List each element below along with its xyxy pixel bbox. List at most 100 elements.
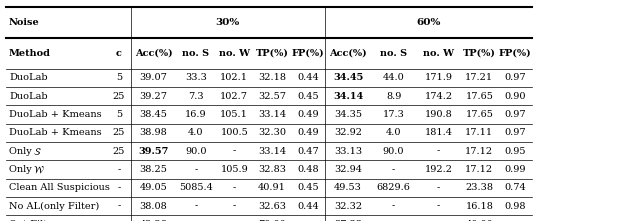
Text: 0.97: 0.97	[504, 110, 526, 119]
Text: 0.47: 0.47	[297, 147, 319, 156]
Text: no. W: no. W	[219, 49, 250, 57]
Text: 32.32: 32.32	[334, 202, 362, 211]
Text: no. S: no. S	[380, 49, 407, 57]
Text: 0.99: 0.99	[504, 165, 526, 174]
Text: 44.0: 44.0	[383, 73, 404, 82]
Text: c: c	[116, 49, 122, 57]
Text: -: -	[436, 202, 440, 211]
Text: 60%: 60%	[417, 18, 441, 27]
Text: TP(%): TP(%)	[255, 49, 289, 57]
Text: 0.48: 0.48	[297, 165, 319, 174]
Text: 102.1: 102.1	[220, 73, 248, 82]
Text: 0.97: 0.97	[504, 73, 526, 82]
Text: 33.3: 33.3	[185, 73, 207, 82]
Text: No AL(only Filter): No AL(only Filter)	[9, 202, 99, 211]
Text: -: -	[232, 147, 236, 156]
Text: 0.44: 0.44	[297, 73, 319, 82]
Text: 5: 5	[116, 73, 122, 82]
Text: 17.21: 17.21	[465, 73, 493, 82]
Text: no. W: no. W	[423, 49, 454, 57]
Text: 32.30: 32.30	[258, 128, 286, 137]
Text: FP(%): FP(%)	[292, 49, 324, 57]
Text: 0.90: 0.90	[504, 91, 526, 101]
Text: 17.3: 17.3	[383, 110, 404, 119]
Text: -: -	[194, 220, 198, 221]
Text: Method: Method	[9, 49, 51, 57]
Text: 32.63: 32.63	[258, 202, 286, 211]
Text: 0.95: 0.95	[504, 147, 526, 156]
Text: 34.35: 34.35	[334, 110, 362, 119]
Text: 5085.4: 5085.4	[179, 183, 212, 192]
Text: 34.45: 34.45	[333, 73, 364, 82]
Text: -: -	[194, 202, 198, 211]
Text: 17.11: 17.11	[465, 128, 493, 137]
Text: 49.53: 49.53	[334, 183, 362, 192]
Text: 25: 25	[113, 91, 125, 101]
Text: -: -	[436, 220, 440, 221]
Text: -: -	[392, 220, 396, 221]
Text: 4.0: 4.0	[386, 128, 401, 137]
Text: 0.98: 0.98	[504, 202, 526, 211]
Text: 34.14: 34.14	[333, 91, 364, 101]
Text: -: -	[306, 220, 310, 221]
Text: Only: Only	[9, 147, 35, 156]
Text: 16.18: 16.18	[465, 202, 493, 211]
Text: 17.12: 17.12	[465, 165, 493, 174]
Text: 39.07: 39.07	[140, 73, 168, 82]
Text: 0.74: 0.74	[504, 183, 526, 192]
Text: 38.45: 38.45	[140, 110, 168, 119]
Text: DuoLab: DuoLab	[9, 91, 47, 101]
Text: 100.5: 100.5	[220, 128, 248, 137]
Text: 16.9: 16.9	[185, 110, 207, 119]
Text: -: -	[232, 202, 236, 211]
Text: -: -	[117, 183, 121, 192]
Text: 40.91: 40.91	[258, 183, 286, 192]
Text: 42.28: 42.28	[140, 220, 168, 221]
Text: 0.45: 0.45	[297, 183, 319, 192]
Text: 32.92: 32.92	[334, 128, 362, 137]
Text: Only: Only	[9, 165, 35, 174]
Text: 32.94: 32.94	[334, 165, 362, 174]
Text: -: -	[513, 220, 517, 221]
Text: 171.9: 171.9	[424, 73, 452, 82]
Text: -: -	[436, 183, 440, 192]
Text: 6829.6: 6829.6	[377, 183, 410, 192]
Text: 37.33: 37.33	[334, 220, 362, 221]
Text: 181.4: 181.4	[424, 128, 452, 137]
Text: -: -	[117, 220, 121, 221]
Text: 33.14: 33.14	[258, 110, 286, 119]
Text: 32.57: 32.57	[258, 91, 286, 101]
Text: 17.12: 17.12	[465, 147, 493, 156]
Text: 32.18: 32.18	[258, 73, 286, 82]
Text: 25: 25	[113, 128, 125, 137]
Text: $\mathcal{W}$: $\mathcal{W}$	[33, 164, 45, 175]
Text: -: -	[117, 202, 121, 211]
Text: -: -	[232, 183, 236, 192]
Text: FP(%): FP(%)	[499, 49, 531, 57]
Text: 25: 25	[113, 147, 125, 156]
Text: Noise: Noise	[9, 18, 40, 27]
Text: -: -	[392, 165, 396, 174]
Text: TP(%): TP(%)	[463, 49, 496, 57]
Text: 0.45: 0.45	[297, 91, 319, 101]
Text: Opt Filter: Opt Filter	[9, 220, 58, 221]
Text: 105.1: 105.1	[220, 110, 248, 119]
Text: 90.0: 90.0	[185, 147, 207, 156]
Text: 40.00: 40.00	[465, 220, 493, 221]
Text: 70.00: 70.00	[258, 220, 286, 221]
Text: 0.49: 0.49	[297, 110, 319, 119]
Text: 33.13: 33.13	[334, 147, 362, 156]
Text: 38.25: 38.25	[140, 165, 168, 174]
Text: 5: 5	[116, 110, 122, 119]
Text: Clean All Suspicious: Clean All Suspicious	[9, 183, 110, 192]
Text: $\mathcal{S}$: $\mathcal{S}$	[33, 146, 42, 156]
Text: 0.44: 0.44	[297, 202, 319, 211]
Text: 0.97: 0.97	[504, 128, 526, 137]
Text: no. S: no. S	[182, 49, 209, 57]
Text: 38.98: 38.98	[140, 128, 168, 137]
Text: 7.3: 7.3	[188, 91, 204, 101]
Text: -: -	[194, 165, 198, 174]
Text: 174.2: 174.2	[424, 91, 452, 101]
Text: 17.65: 17.65	[465, 110, 493, 119]
Text: -: -	[436, 147, 440, 156]
